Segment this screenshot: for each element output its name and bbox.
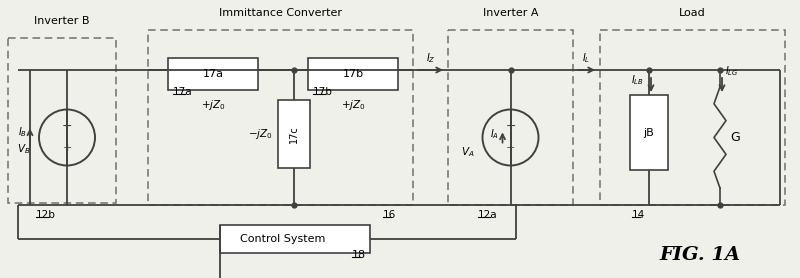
Text: 12a: 12a	[478, 210, 498, 220]
Text: 14: 14	[632, 210, 646, 220]
Text: −: −	[506, 120, 516, 133]
Text: Inverter A: Inverter A	[482, 8, 538, 18]
Text: $V_B$: $V_B$	[18, 143, 31, 157]
Text: FIG. 1A: FIG. 1A	[659, 246, 741, 264]
Text: $I_B$: $I_B$	[18, 126, 27, 139]
Text: 18: 18	[352, 250, 366, 260]
Text: jB: jB	[644, 128, 654, 138]
Bar	[600, 30, 785, 205]
Text: 17a: 17a	[202, 69, 223, 79]
Bar	[168, 58, 258, 90]
Bar	[278, 100, 310, 168]
Text: Load: Load	[679, 8, 706, 18]
Text: G: G	[730, 131, 740, 144]
Text: 12b: 12b	[36, 210, 56, 220]
Text: $+jZ_0$: $+jZ_0$	[201, 98, 226, 112]
Text: Control System: Control System	[240, 234, 326, 244]
Text: $I_A$: $I_A$	[490, 128, 499, 142]
Text: Inverter B: Inverter B	[34, 16, 90, 26]
Bar	[308, 58, 398, 90]
Text: 16: 16	[383, 210, 396, 220]
Bar	[448, 30, 573, 205]
Text: $I_Z$: $I_Z$	[426, 51, 435, 65]
Bar	[220, 225, 370, 253]
Text: +: +	[62, 143, 72, 153]
Text: $I_L$: $I_L$	[582, 51, 590, 65]
Text: 17b: 17b	[342, 69, 363, 79]
Bar	[8, 38, 116, 203]
Text: −: −	[62, 120, 72, 133]
Text: $+jZ_0$: $+jZ_0$	[341, 98, 366, 112]
Text: +: +	[506, 143, 515, 153]
Text: 17b: 17b	[313, 87, 333, 97]
Text: $I_{LG}$: $I_{LG}$	[725, 64, 738, 78]
Text: 17a: 17a	[173, 87, 193, 97]
Bar	[148, 30, 413, 205]
Text: $I_{LB}$: $I_{LB}$	[631, 73, 644, 87]
Text: $V_A$: $V_A$	[461, 146, 474, 159]
Bar	[630, 95, 668, 170]
Text: 17c: 17c	[289, 125, 299, 143]
Text: Immittance Converter: Immittance Converter	[219, 8, 342, 18]
Text: $-jZ_0$: $-jZ_0$	[248, 127, 273, 141]
